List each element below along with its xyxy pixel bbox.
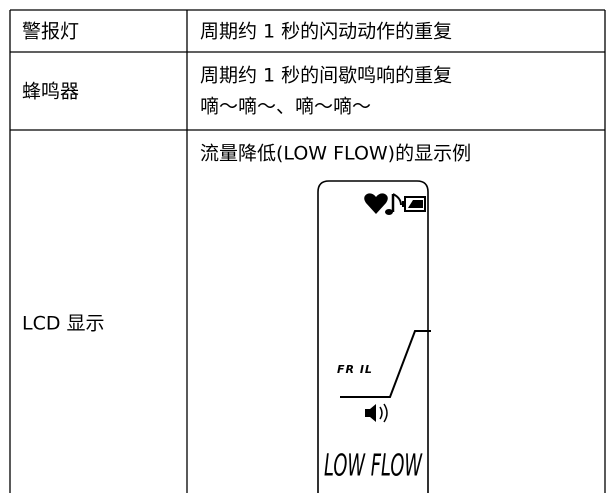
cell: 嘀～嘀～、嘀～嘀～ [200, 96, 371, 118]
lcd-display: FR IL LOW FLOW [317, 180, 431, 493]
cell: LCD 显示 [22, 313, 105, 335]
cell: 蜂鸣器 [22, 81, 79, 103]
cell: 周期约 1 秒的闪动动作的重复 [200, 21, 452, 43]
battery-icon [402, 196, 426, 212]
cell: 周期约 1 秒的间歇鸣响的重复 [200, 65, 452, 87]
speaker-icon [365, 403, 388, 423]
lcd-frame [317, 180, 429, 493]
cell: 警报灯 [22, 21, 79, 43]
lcd-message: LOW FLOW [324, 449, 423, 484]
lcd-indicator: FR IL [337, 363, 373, 376]
cell: 流量降低(LOW FLOW)的显示例 [200, 143, 471, 165]
flow-graph [340, 330, 431, 398]
note-icon [385, 193, 402, 215]
heart-icon [364, 193, 388, 214]
